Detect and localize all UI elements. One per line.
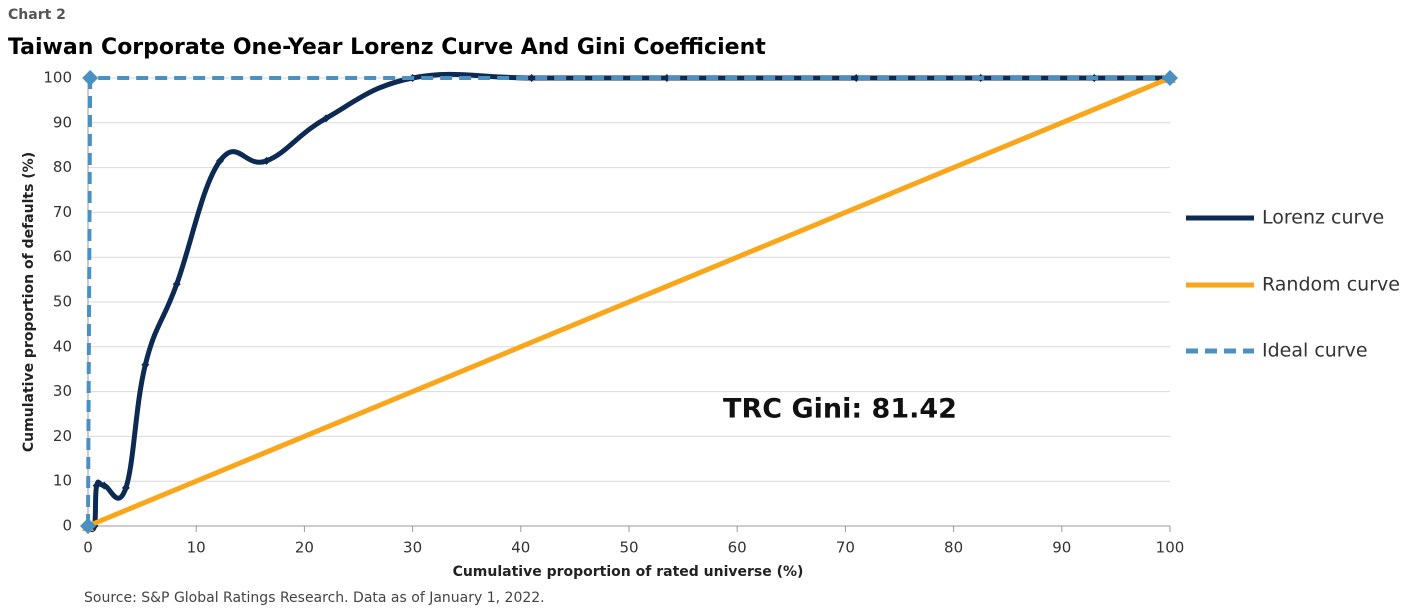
point — [322, 114, 331, 123]
annotation: TRC Gini: 81.42 — [723, 394, 957, 425]
point — [216, 156, 225, 165]
x-tick-label: 70 — [836, 539, 855, 557]
series-line — [86, 71, 1170, 533]
point — [141, 360, 150, 369]
x-tick-label: 20 — [295, 539, 314, 557]
y-tick-label: 20 — [53, 427, 72, 445]
x-tick-label: 80 — [944, 539, 963, 557]
series-line — [87, 75, 1171, 529]
x-tick-label: 90 — [1052, 539, 1071, 557]
point — [80, 518, 96, 534]
y-tick-label: 0 — [62, 517, 72, 535]
y-tick-label: 50 — [53, 293, 72, 311]
x-tick-label: 0 — [83, 539, 93, 557]
point — [527, 74, 536, 82]
point — [92, 481, 101, 490]
point — [1162, 70, 1178, 86]
x-tick-label: 30 — [403, 539, 422, 557]
x-tick-label: 10 — [187, 539, 206, 557]
legend-label: Ideal curve — [1262, 340, 1368, 362]
chart-title: Taiwan Corporate One-Year Lorenz Curve A… — [8, 35, 766, 60]
y-tick-label: 40 — [53, 337, 72, 355]
y-tick-label: 80 — [53, 158, 72, 176]
y-tick-label: 90 — [53, 113, 72, 131]
legend-label: Random curve — [1262, 274, 1400, 296]
point — [262, 156, 271, 165]
y-tick-label: 10 — [53, 472, 72, 490]
y-tick-label: 70 — [53, 203, 72, 221]
source: Source: S&P Global Ratings Research. Dat… — [84, 590, 545, 606]
legend-label: Lorenz curve — [1262, 207, 1384, 229]
point — [172, 280, 181, 289]
x-tick-label: 50 — [619, 539, 638, 557]
point — [121, 483, 130, 492]
y-axis-label: Cumulative proportion of defaults (%) — [21, 152, 37, 452]
y-tick-label: 60 — [53, 248, 72, 266]
y-tick-label: 30 — [53, 382, 72, 400]
x-tick-label: 60 — [728, 539, 747, 557]
point — [82, 70, 99, 86]
y-tick-label: 100 — [43, 69, 72, 87]
x-tick-label: 40 — [511, 539, 530, 557]
x-axis-label: Cumulative proportion of rated universe … — [453, 564, 804, 580]
x-tick-label: 100 — [1156, 539, 1185, 557]
point — [100, 481, 109, 490]
kicker: Chart 2 — [8, 7, 66, 23]
